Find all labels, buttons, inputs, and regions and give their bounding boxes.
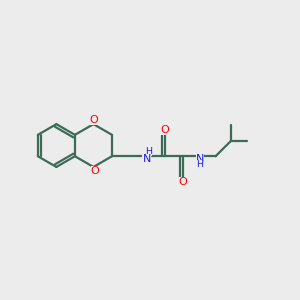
Text: N: N [196,154,204,164]
Text: N: N [142,154,151,164]
Text: O: O [91,166,99,176]
Text: O: O [178,177,187,188]
Text: O: O [89,115,98,125]
Text: H: H [196,160,203,169]
Text: H: H [145,147,152,156]
Text: O: O [160,125,169,135]
